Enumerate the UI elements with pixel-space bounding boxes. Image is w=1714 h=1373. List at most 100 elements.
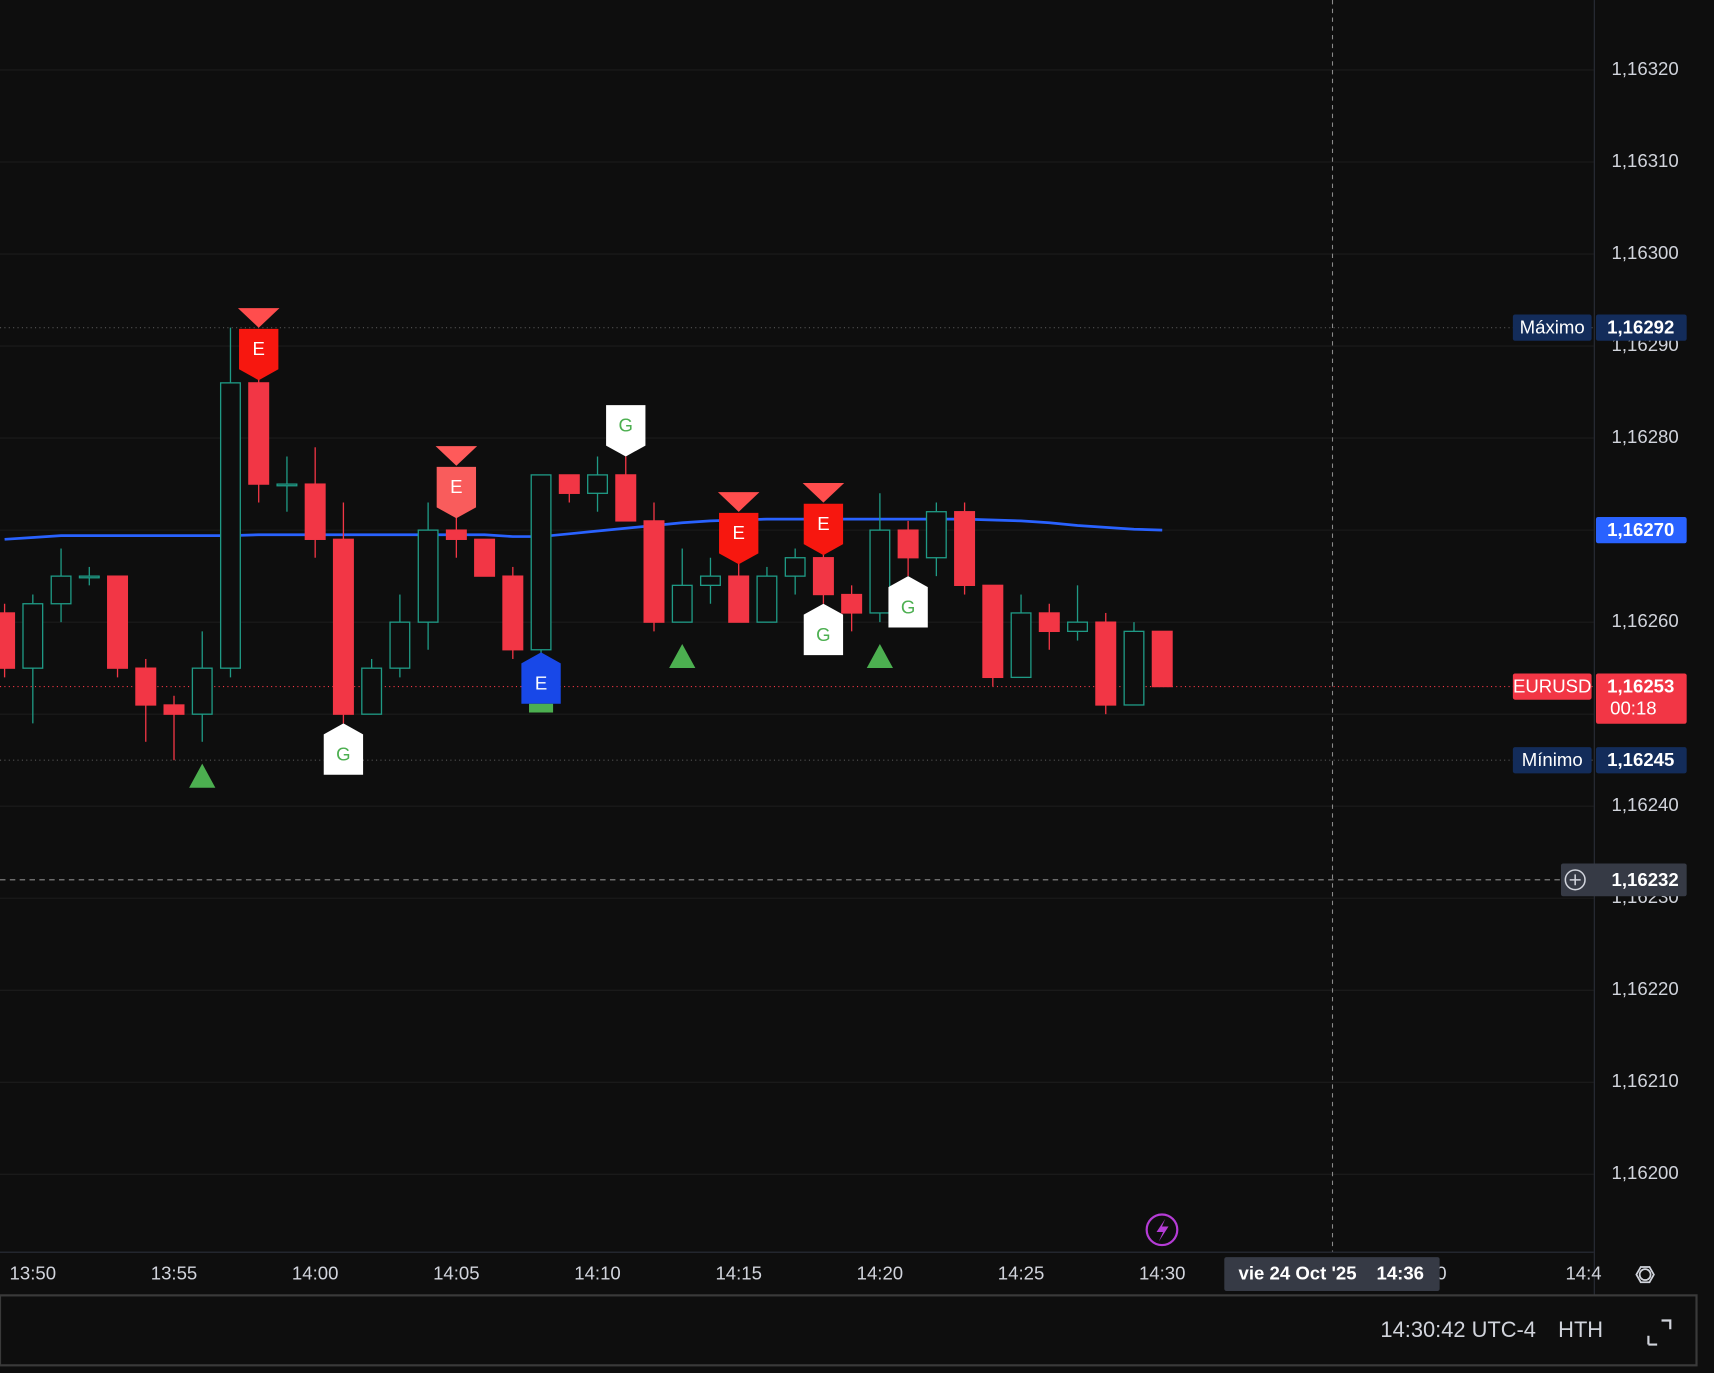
candle-body [925,511,947,559]
axes: 1,162001,162101,162201,162301,162401,162… [10,58,1687,1291]
clock[interactable]: 14:30:42 UTC-4 [1380,1317,1536,1342]
marker-box [323,723,364,775]
candle-body [191,667,213,715]
candle-body [445,529,467,540]
crosshair-price-box [1560,863,1687,897]
marker-cap [802,482,845,503]
price-label-value: 1,16245 [1607,749,1674,770]
lightning-glyph [1156,1218,1169,1242]
marker-box [888,576,928,628]
marker-cap [529,703,554,713]
session-mode[interactable]: HTH [1558,1317,1603,1342]
candle-body [502,575,524,651]
marker-box [436,466,477,519]
x-tick-label: 14:10 [574,1263,621,1284]
candle-body [615,474,637,522]
y-tick-label: 1,16300 [1612,242,1679,263]
y-tick-label: 1,16310 [1612,150,1679,171]
lightning-icon[interactable] [1145,1213,1179,1247]
x-tick-label: 14:15 [715,1263,762,1284]
marker-box [719,512,759,565]
candle-body [784,557,806,577]
x-tick-label: 14:20 [857,1263,904,1284]
candle-body [135,667,157,706]
x-tick-label: 13:55 [151,1263,198,1284]
candle-body [1123,630,1145,706]
marker-label: E [253,338,265,359]
marker-label: E [450,476,462,497]
candle-body [332,538,354,715]
x-tick-label: 13:50 [10,1263,56,1284]
price-name: Máximo [1520,317,1585,338]
marker-cap [717,492,760,512]
y-tick-label: 1,16320 [1612,58,1679,79]
candle-body [389,621,411,669]
candle-body [50,575,72,605]
candle-body [361,667,383,715]
price-name: EURUSD [1513,676,1591,697]
y-tick-label: 1,16260 [1612,610,1679,631]
x-tick-label: 14:4 [1565,1263,1601,1284]
candle-body [728,575,750,623]
price-label-value: 1,16253 [1607,676,1674,697]
price-label-box [1595,747,1687,774]
fullscreen-icon[interactable] [1647,1319,1672,1346]
price-label-box [1595,314,1687,341]
marker-label: E [817,513,829,534]
price-name-box [1512,747,1592,774]
candle-body [417,529,439,623]
status-bar [0,1294,1698,1367]
signal-triangle [189,763,216,788]
signal-triangle [866,644,893,669]
marker-label: G [619,414,633,435]
crosshair-date: vie 24 Oct '25 [1239,1263,1357,1284]
candle-body [78,575,100,579]
candle-body [0,612,16,669]
crosshair-time-box [1224,1257,1440,1291]
y-tick-label: 1,16280 [1612,426,1679,447]
candle-body [474,538,496,577]
candle-body [587,474,609,494]
marker-box [803,603,844,656]
marker-label: G [901,596,915,617]
price-label-value: 1,16270 [1607,519,1674,540]
settings-icon[interactable] [1635,1266,1655,1284]
marker-box [606,405,646,457]
candle-body [643,520,665,623]
candle-body [558,474,580,494]
candle-body [1151,630,1173,688]
gear-outline [1635,1266,1655,1284]
price-name: Mínimo [1522,749,1583,770]
price-label-box [1595,673,1687,724]
crosshair-plus [1569,874,1581,886]
marker-label: G [816,624,830,645]
candle-body [699,575,721,586]
candle-body [1067,621,1089,633]
marker-label: E [733,522,745,543]
plot: E G E E G E E G G [0,308,1173,788]
candle-body [304,483,326,540]
candle-body [671,584,693,623]
candle-body [530,474,552,651]
candle-body [107,575,129,669]
candle-body [869,529,891,614]
price-label-value: 1,16292 [1607,317,1674,338]
candle-body [1010,612,1032,679]
candle-body [276,483,298,487]
marker-box [803,503,844,556]
x-tick-label: 14:25 [998,1263,1045,1284]
candle-body [248,382,270,485]
price-name-box [1512,314,1592,341]
y-tick-label: 1,16220 [1612,978,1679,999]
gear-center [1638,1268,1652,1281]
marker-cap [237,308,280,328]
crosshair-price: 1,16232 [1612,869,1679,890]
candle-body [1038,612,1060,633]
marker-label: E [535,673,547,694]
candle-body [219,382,241,669]
candle-body [163,704,185,715]
candle-body [954,511,976,586]
signal-triangle [669,644,696,669]
crosshair-plus-icon [1564,869,1586,891]
